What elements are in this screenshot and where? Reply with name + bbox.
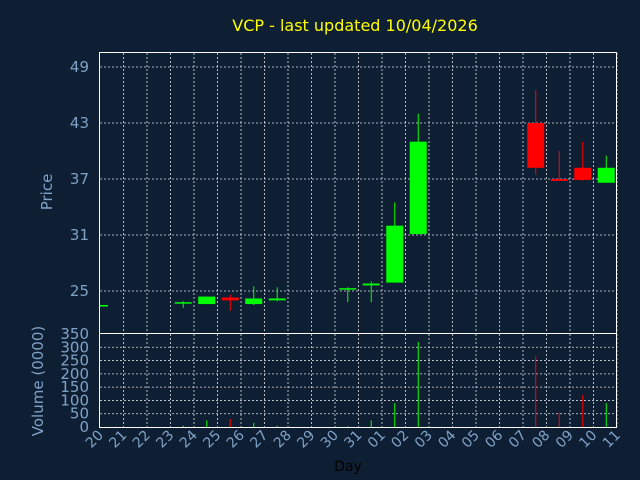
x-axis-title: Day: [334, 459, 362, 475]
volume-tick-label: 250: [60, 352, 89, 370]
day-tick-label: 05: [459, 428, 483, 452]
price-tick-labels: 25 31 37 43 49: [70, 58, 89, 300]
price-tick-label: 31: [70, 226, 89, 244]
day-tick-label: 07: [506, 428, 530, 452]
candle-body: [527, 123, 545, 168]
volume-axis-title: Volume (0000): [29, 326, 47, 436]
volume-tick-label: 100: [60, 391, 89, 409]
candle-body: [100, 305, 108, 307]
price-axis-title: Price: [38, 174, 56, 211]
day-tick-label: 21: [106, 428, 130, 452]
day-tick-label: 29: [294, 428, 318, 452]
day-tick-label: 31: [341, 428, 365, 452]
candle-body: [245, 298, 263, 305]
volume-bars: [182, 341, 607, 427]
candle-body: [221, 297, 239, 301]
candle-body: [550, 179, 568, 181]
day-tick-labels: 20 21 22 23 24 25 26 27 28 29 30 31 01 02 03 04 05 06 07 08…: [83, 427, 624, 451]
volume-tick-label: 150: [60, 378, 89, 396]
candle-body: [386, 225, 404, 283]
day-tick-label: 06: [482, 427, 506, 451]
candle-body: [339, 288, 357, 290]
volume-tick-label: 350: [60, 325, 89, 343]
candles: [100, 90, 615, 311]
chart-title: VCP - last updated 10/04/2026: [232, 16, 478, 35]
day-tick-label: 11: [600, 428, 624, 452]
day-tick-label: 09: [553, 428, 577, 452]
price-tick-label: 49: [70, 58, 89, 76]
day-tick-label: 30: [318, 428, 342, 452]
day-tick-label: 22: [130, 428, 154, 452]
volume-panel-frame: [99, 333, 617, 428]
day-tick-label: 23: [153, 428, 177, 452]
candle-body: [174, 302, 192, 304]
day-tick-label: 26: [224, 427, 248, 451]
day-tick-label: 08: [529, 428, 553, 452]
price-grid: [100, 53, 618, 333]
day-tick-label: 25: [200, 428, 224, 452]
candle-body: [362, 283, 380, 286]
price-tick-label: 37: [70, 170, 89, 188]
day-tick-label: 24: [177, 427, 201, 451]
candle-body: [198, 296, 216, 305]
price-tick-label: 25: [70, 282, 89, 300]
candle-body: [574, 167, 592, 180]
day-tick-label: 02: [388, 428, 412, 452]
candle-body: [597, 167, 615, 183]
day-tick-label: 04: [435, 427, 459, 451]
candle-body: [268, 298, 286, 301]
day-tick-label: 03: [412, 428, 436, 452]
price-tick-label: 43: [70, 114, 89, 132]
day-tick-label: 01: [365, 428, 389, 452]
candle-body: [409, 141, 427, 235]
volume-tick-label: 300: [60, 338, 89, 356]
volume-tick-label: 200: [60, 365, 89, 383]
day-tick-label: 27: [247, 428, 271, 452]
volume-tick-label: 0: [79, 418, 89, 436]
volume-tick-label: 50: [70, 405, 89, 423]
day-tick-label: 10: [576, 428, 600, 452]
day-tick-label: 28: [271, 428, 295, 452]
volume-grid: [100, 334, 618, 427]
